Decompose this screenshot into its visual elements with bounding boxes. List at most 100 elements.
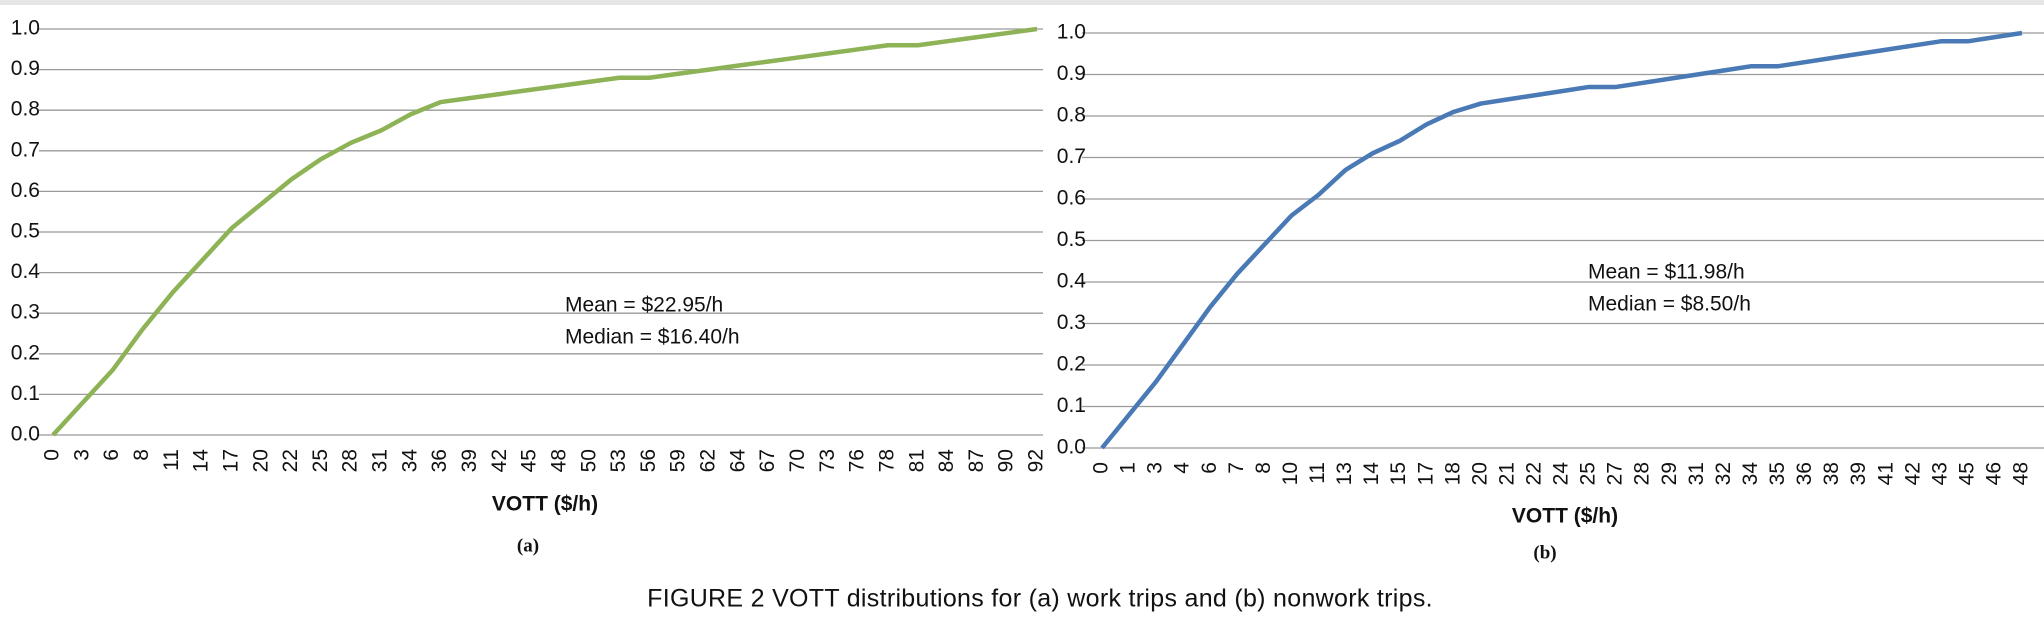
- x-tick-label: 42: [488, 449, 511, 472]
- y-tick-label: 0.8: [1057, 104, 1086, 127]
- y-tick-label: 0.5: [11, 220, 40, 243]
- x-tick-label: 8: [130, 449, 153, 461]
- data-line: [1100, 30, 2023, 450]
- x-tick-label: 25: [309, 449, 332, 472]
- annotation: Median = $16.40/h: [565, 326, 740, 349]
- x-axis-label: VOTT ($/h): [492, 493, 598, 516]
- x-tick-label: 22: [279, 449, 302, 472]
- x-tick-label: 17: [1414, 462, 1437, 485]
- x-tick-label: 31: [1685, 462, 1708, 485]
- x-tick-label: 0: [1090, 462, 1113, 474]
- x-tick-label: 25: [1577, 462, 1600, 485]
- x-tick-label: 53: [607, 449, 630, 472]
- y-tick-label: 0.6: [1057, 187, 1086, 210]
- x-tick-label: 64: [726, 449, 749, 473]
- x-tick-label: 78: [875, 449, 898, 472]
- x-tick-label: 56: [637, 449, 660, 472]
- x-tick-label: 27: [1604, 462, 1627, 485]
- figure-caption: FIGURE 2 VOTT distributions for (a) work…: [647, 585, 1433, 613]
- x-tick-label: 3: [70, 449, 93, 461]
- x-tick-label: 17: [219, 449, 242, 472]
- x-tick-label: 45: [1955, 462, 1978, 485]
- x-tick-label: 20: [1468, 462, 1491, 485]
- x-tick-label: 39: [1847, 462, 1870, 485]
- y-tick-label: 0.9: [1057, 62, 1086, 85]
- x-tick-label: 48: [547, 449, 570, 472]
- x-tick-label: 24: [1550, 462, 1573, 486]
- x-tick-label: 32: [1712, 462, 1735, 485]
- y-tick-label: 0.7: [11, 138, 40, 161]
- x-tick-label: 6: [1198, 462, 1221, 474]
- top-band: [0, 0, 2044, 5]
- x-tick-label: 34: [1739, 462, 1762, 486]
- x-tick-label: 18: [1441, 462, 1464, 485]
- x-tick-label: 14: [1360, 462, 1383, 486]
- x-tick-label: 20: [249, 449, 272, 472]
- x-tick-label: 67: [756, 449, 779, 472]
- x-tick-label: 11: [1306, 462, 1329, 484]
- panel-label: (b): [1533, 542, 1556, 563]
- x-tick-label: 36: [428, 449, 451, 472]
- y-tick-label: 0.7: [1057, 145, 1086, 168]
- x-tick-label: 14: [190, 449, 213, 473]
- annotation: Mean = $11.98/h: [1588, 261, 1745, 284]
- x-tick-label: 22: [1522, 462, 1545, 485]
- x-tick-label: 59: [667, 449, 690, 472]
- y-tick-label: 0.6: [11, 179, 40, 202]
- x-tick-label: 84: [935, 449, 958, 473]
- y-tick-label: 0.0: [11, 423, 40, 446]
- y-tick-label: 0.1: [11, 382, 40, 405]
- x-tick-label: 42: [1901, 462, 1924, 485]
- x-tick-label: 13: [1333, 462, 1356, 485]
- y-tick-label: 0.5: [1057, 228, 1086, 251]
- y-tick-label: 0.8: [11, 98, 40, 121]
- x-tick-label: 62: [697, 449, 720, 472]
- x-tick-label: 36: [1793, 462, 1816, 485]
- x-tick-label: 28: [339, 449, 362, 472]
- x-tick-label: 35: [1766, 462, 1789, 485]
- y-tick-label: 1.0: [11, 17, 40, 40]
- x-tick-label: 50: [577, 449, 600, 472]
- y-tick-label: 0.4: [1057, 270, 1087, 293]
- x-tick-label: 1: [1117, 462, 1140, 474]
- x-tick-label: 0: [41, 449, 64, 461]
- x-tick-label: 81: [905, 449, 928, 472]
- x-tick-label: 21: [1495, 462, 1518, 485]
- x-tick-label: 8: [1252, 462, 1275, 474]
- y-tick-label: 0.3: [11, 301, 40, 324]
- data-line: [51, 26, 1038, 437]
- x-tick-label: 48: [2010, 462, 2033, 485]
- x-tick-label: 11: [160, 449, 183, 471]
- x-tick-label: 41: [1874, 462, 1897, 485]
- x-tick-label: 6: [100, 449, 123, 461]
- x-tick-label: 39: [458, 449, 481, 472]
- x-tick-label: 90: [995, 449, 1018, 472]
- x-tick-label: 3: [1144, 462, 1167, 474]
- annotation: Mean = $22.95/h: [565, 294, 723, 317]
- x-tick-label: 43: [1928, 462, 1951, 485]
- y-tick-label: 0.3: [1057, 311, 1086, 334]
- x-tick-label: 29: [1658, 462, 1681, 485]
- y-tick-label: 1.0: [1057, 21, 1086, 44]
- panel-label: (a): [517, 535, 539, 556]
- y-tick-label: 0.4: [11, 260, 41, 283]
- x-tick-label: 10: [1279, 462, 1302, 485]
- x-tick-label: 28: [1631, 462, 1654, 485]
- y-tick-label: 0.0: [1057, 436, 1086, 459]
- x-tick-label: 7: [1225, 462, 1248, 474]
- x-tick-label: 38: [1820, 462, 1843, 485]
- x-tick-label: 70: [786, 449, 809, 472]
- x-tick-label: 76: [846, 449, 869, 472]
- x-tick-label: 31: [369, 449, 392, 472]
- y-tick-label: 0.9: [11, 57, 40, 80]
- y-tick-label: 0.1: [1057, 394, 1086, 417]
- x-axis-label: VOTT ($/h): [1512, 505, 1618, 528]
- x-tick-label: 73: [816, 449, 839, 472]
- x-tick-label: 92: [1025, 449, 1048, 472]
- x-tick-label: 46: [1982, 462, 2005, 485]
- x-tick-label: 45: [518, 449, 541, 472]
- x-tick-label: 4: [1171, 462, 1194, 474]
- annotation: Median = $8.50/h: [1588, 293, 1751, 316]
